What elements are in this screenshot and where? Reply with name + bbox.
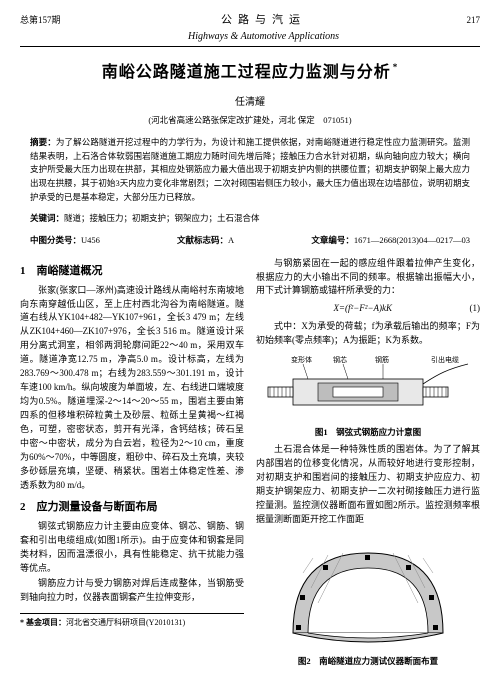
section-1-heading: 1 南峪隧道概况 [20, 263, 244, 280]
left-column: 1 南峪隧道概况 张家(张家口—涿州)高速设计路线从南峪村东南坡地向东南穿越低山… [20, 257, 244, 673]
figure-1-svg: 变形体 钢芯 钢筋 引出电缆 [263, 354, 473, 424]
clc-value: U456 [81, 235, 100, 245]
body-columns: 1 南峪隧道概况 张家(张家口—涿州)高速设计路线从南峪村东南坡地向东南穿越低山… [20, 257, 480, 673]
keywords-text: 隧道；接触压力；初期支护；钢架应力；土石混合体 [64, 213, 260, 223]
footnote-label: * 基金项目： [20, 618, 66, 627]
col2-para-2: 式中：X为承受的荷载；f为承载后输出的频率；F为初始频率(零点频率)；A为振距；… [256, 320, 480, 348]
clc-label: 中图分类号： [30, 235, 81, 245]
abstract-label: 摘要： [30, 137, 56, 147]
equation-1-number: (1) [470, 302, 481, 316]
journal-title: 公路与汽运 Highways & Automotive Applications [61, 12, 467, 44]
running-header: 总第157期 公路与汽运 Highways & Automotive Appli… [20, 12, 480, 47]
footnote: * 基金项目：河北省交通厅科研项目(Y2010131) [20, 613, 244, 629]
fig1-label-c: 钢筋 [375, 355, 389, 364]
article-id-block: 文章编号：1671—2668(2013)04—0217—03 [311, 234, 470, 247]
fig1-label-b: 钢芯 [333, 355, 347, 364]
figure-2-caption: 图2 南峪隧道应力测试仪器断面布置 [256, 655, 480, 668]
meta-row: 中图分类号：U456 文献标志码：A 文章编号：1671—2668(2013)0… [30, 234, 470, 247]
section-2-para-1: 钢弦式钢筋应力计主要由应变体、钢芯、钢筋、钢套和引出电缆组成(如图1所示)。由于… [20, 520, 244, 576]
issue-number: 总第157期 [20, 14, 61, 28]
col2-para-3: 土石混合体是一种特殊性质的围岩体。为了了解其内部围岩的位移变化情况，从而较好地进… [256, 443, 480, 527]
author-name: 任清耀 [20, 95, 480, 110]
section-2-heading: 2 应力测量设备与断面布局 [20, 499, 244, 516]
fig1-label-a: 变形体 [291, 355, 312, 364]
author-affiliation: (河北省高速公路张保定改扩建处，河北 保定 071051) [20, 114, 480, 127]
equation-1-expr: X=(f²−F²−A)kK [333, 303, 392, 313]
clc-block: 中图分类号：U456 [30, 234, 100, 247]
col2-para-1: 与钢筋紧固在一起的感应组件跟着拉伸产生变化，根据应力的大小输出不同的频率。根据输… [256, 257, 480, 299]
fig1-label-d: 引出电缆 [431, 355, 459, 364]
doc-code-block: 文献标志码：A [177, 234, 234, 247]
keywords-label: 关键词： [30, 213, 64, 223]
keywords-block: 关键词：隧道；接触压力；初期支护；钢架应力；土石混合体 [30, 212, 470, 226]
journal-title-cn: 公路与汽运 [221, 14, 306, 26]
doc-code-label: 文献标志码： [177, 235, 228, 245]
equation-1: X=(f²−F²−A)kK (1) [256, 302, 480, 316]
footnote-text: 河北省交通厅科研项目(Y2010131) [66, 618, 185, 627]
figure-2-svg [273, 533, 463, 653]
right-column: 与钢筋紧固在一起的感应组件跟着拉伸产生变化，根据应力的大小输出不同的频率。根据输… [256, 257, 480, 673]
section-2-para-2: 钢筋应力计与受力钢筋对焊后连成整体，当钢筋受到轴向拉力时，仪器表面钢套产生拉伸变… [20, 577, 244, 605]
figure-1: 变形体 钢芯 钢筋 引出电缆 图1 钢弦式钢筋应力计意图 [256, 354, 480, 439]
article-id-value: 1671—2668(2013)04—0217—03 [354, 235, 470, 245]
article-id-label: 文章编号： [311, 235, 354, 245]
article-title: 南峪公路隧道施工过程应力监测与分析* [20, 61, 480, 85]
page-number: 217 [467, 14, 481, 28]
abstract-block: 摘要：为了解公路隧道开挖过程中的力学行为，为设计和施工提供依据，对南峪隧道进行稳… [30, 136, 470, 204]
figure-1-caption: 图1 钢弦式钢筋应力计意图 [256, 426, 480, 439]
article-title-text: 南峪公路隧道施工过程应力监测与分析 [102, 64, 391, 81]
title-footnote-mark: * [393, 62, 399, 72]
section-1-para-1: 张家(张家口—涿州)高速设计路线从南峪村东南坡地向东南穿越低山区，至上庄村西北沟… [20, 284, 244, 493]
abstract-text: 为了解公路隧道开挖过程中的力学行为，为设计和施工提供依据，对南峪隧道进行稳定性应… [30, 137, 470, 201]
journal-title-en: Highways & Automotive Applications [188, 31, 339, 42]
figure-2: 图2 南峪隧道应力测试仪器断面布置 [256, 533, 480, 668]
doc-code-value: A [228, 235, 234, 245]
